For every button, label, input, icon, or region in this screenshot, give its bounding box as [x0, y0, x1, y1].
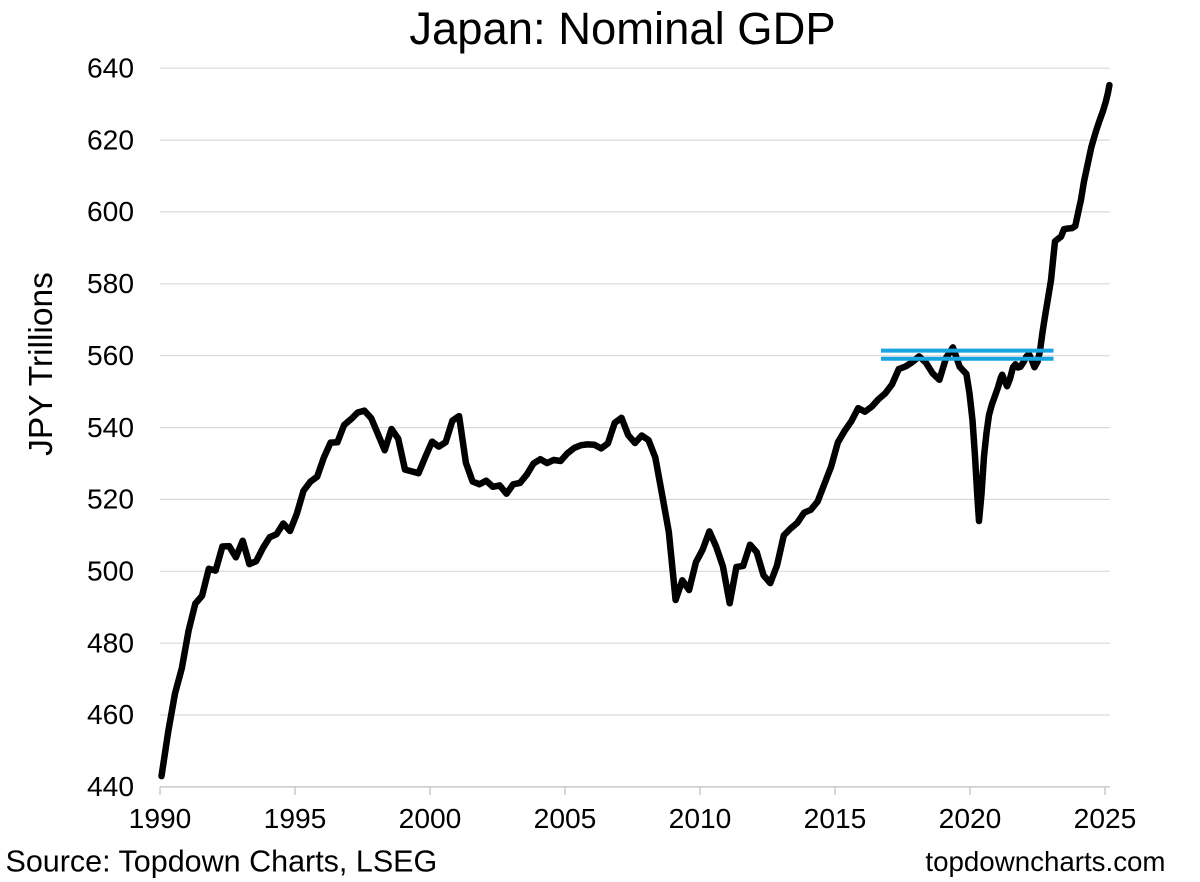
svg-text:2010: 2010: [669, 802, 732, 834]
svg-text:Japan: Nominal GDP: Japan: Nominal GDP: [409, 3, 835, 54]
svg-text:620: 620: [87, 123, 134, 155]
svg-text:500: 500: [87, 555, 134, 587]
svg-text:1995: 1995: [264, 802, 327, 834]
svg-text:560: 560: [87, 339, 134, 371]
svg-text:Source: Topdown Charts, LSEG: Source: Topdown Charts, LSEG: [6, 845, 438, 879]
svg-text:580: 580: [87, 267, 134, 299]
svg-text:600: 600: [87, 195, 134, 227]
svg-text:2000: 2000: [399, 802, 462, 834]
svg-text:540: 540: [87, 411, 134, 443]
svg-text:520: 520: [87, 483, 134, 515]
svg-text:2020: 2020: [939, 802, 1002, 834]
svg-text:440: 440: [87, 770, 134, 802]
svg-text:1990: 1990: [129, 802, 192, 834]
svg-text:2005: 2005: [534, 802, 597, 834]
svg-text:JPY Trillions: JPY Trillions: [23, 272, 60, 456]
svg-text:topdowncharts.com: topdowncharts.com: [925, 846, 1165, 877]
svg-text:2025: 2025: [1074, 802, 1137, 834]
svg-text:480: 480: [87, 626, 134, 658]
svg-text:460: 460: [87, 698, 134, 730]
svg-text:2015: 2015: [804, 802, 867, 834]
svg-text:640: 640: [87, 51, 134, 83]
